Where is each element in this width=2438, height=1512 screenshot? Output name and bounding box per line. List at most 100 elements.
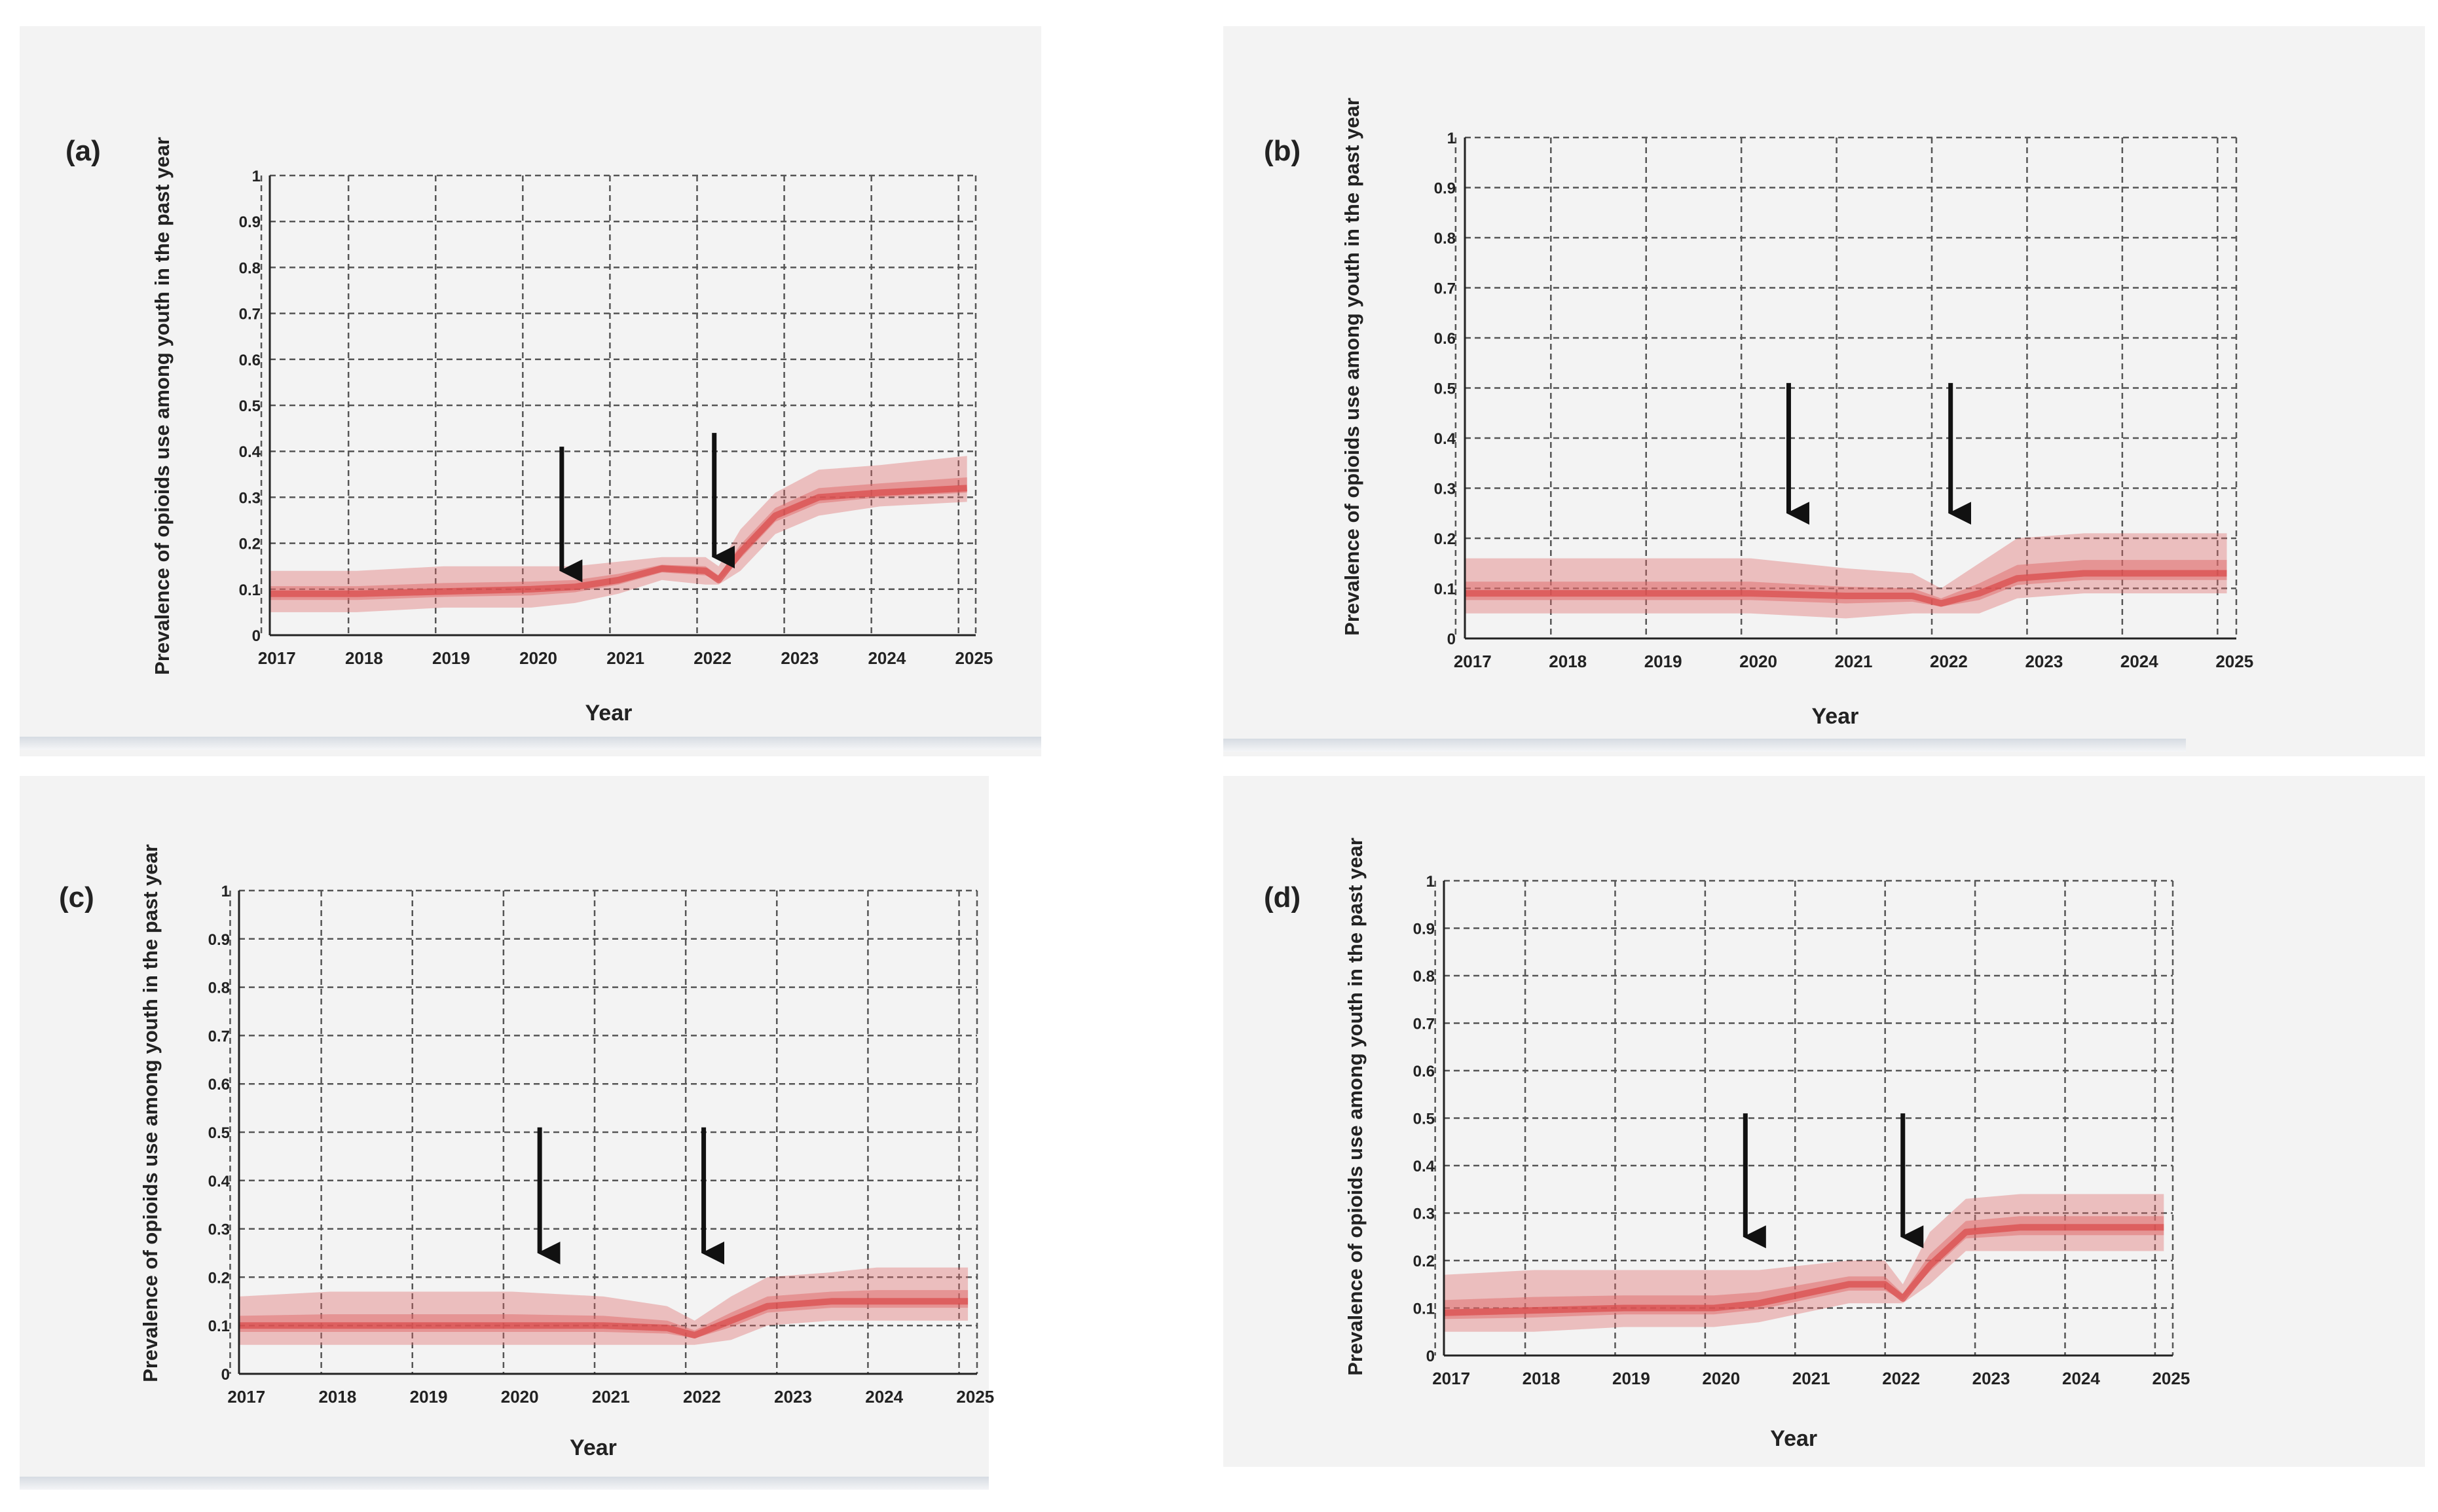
x-tick-label: 2020 bbox=[1702, 1369, 1740, 1388]
panel-label: (d) bbox=[1264, 881, 1301, 913]
y-tick-label: 0.6 bbox=[208, 1076, 230, 1094]
x-axis-title: Year bbox=[585, 701, 633, 726]
panel-background bbox=[1223, 26, 2425, 756]
panel-shelf bbox=[1223, 739, 2186, 752]
y-tick-label: 1 bbox=[221, 883, 230, 900]
y-tick-label: 0.3 bbox=[208, 1221, 230, 1239]
y-tick-label: 0 bbox=[221, 1366, 230, 1384]
x-tick-label: 2025 bbox=[2215, 652, 2253, 671]
x-tick-label: 2022 bbox=[1882, 1369, 1920, 1388]
x-tick-label: 2023 bbox=[781, 648, 819, 668]
y-tick-label: 0.5 bbox=[208, 1124, 230, 1142]
y-tick-label: 0.5 bbox=[239, 397, 261, 415]
x-tick-label: 2021 bbox=[592, 1387, 630, 1407]
y-tick-label: 0 bbox=[1426, 1348, 1435, 1365]
y-tick-label: 0.7 bbox=[208, 1027, 230, 1045]
panel-background bbox=[1223, 776, 2425, 1467]
mean-line bbox=[270, 485, 967, 597]
y-tick-label: 0.8 bbox=[1434, 230, 1456, 248]
y-tick-label: 0.5 bbox=[1434, 380, 1456, 398]
y-tick-label: 0.4 bbox=[1434, 430, 1456, 448]
x-tick-label: 2025 bbox=[956, 1387, 994, 1407]
y-tick-label: 0.2 bbox=[1413, 1253, 1435, 1270]
x-tick-label: 2017 bbox=[227, 1387, 265, 1407]
y-tick-label: 0.1 bbox=[239, 581, 261, 599]
y-tick-label: 0.5 bbox=[1413, 1111, 1435, 1128]
x-tick-label: 2020 bbox=[1739, 652, 1777, 671]
x-tick-label: 2019 bbox=[1612, 1369, 1650, 1388]
y-tick-label: 0.6 bbox=[1434, 330, 1456, 348]
x-tick-label: 2017 bbox=[258, 648, 296, 668]
y-tick-label: 0 bbox=[252, 627, 261, 645]
y-axis-title: Prevalence of opioids use among youth in… bbox=[151, 137, 174, 675]
x-tick-label: 2021 bbox=[1792, 1369, 1830, 1388]
mean-line bbox=[1465, 570, 2227, 607]
panel-label: (a) bbox=[65, 135, 101, 167]
x-tick-label: 2024 bbox=[865, 1387, 903, 1407]
x-tick-label: 2017 bbox=[1454, 652, 1492, 671]
x-tick-label: 2024 bbox=[868, 648, 906, 668]
x-tick-label: 2025 bbox=[955, 648, 993, 668]
x-tick-label: 2025 bbox=[2152, 1369, 2190, 1388]
x-tick-label: 2018 bbox=[318, 1387, 356, 1407]
y-tick-label: 0.2 bbox=[1434, 530, 1456, 548]
y-tick-label: 1 bbox=[252, 168, 261, 185]
mean-line bbox=[239, 1298, 969, 1338]
y-tick-label: 0.3 bbox=[239, 489, 261, 507]
x-tick-label: 2019 bbox=[1644, 652, 1682, 671]
x-axis-title: Year bbox=[1812, 704, 1859, 729]
y-tick-label: 0.6 bbox=[239, 352, 261, 369]
x-tick-label: 2023 bbox=[2025, 652, 2063, 671]
y-axis-title: Prevalence of opioids use among youth in… bbox=[1340, 98, 1363, 636]
x-axis-title: Year bbox=[1770, 1426, 1817, 1451]
panel-label: (b) bbox=[1264, 135, 1301, 167]
chart-panel-c: 0 0.1 0.2 0.3 0.4 0.5 0.6 0.7 0.8 0.9 1 2017 2018 201… bbox=[20, 776, 994, 1490]
y-tick-label: 0.6 bbox=[1413, 1063, 1435, 1080]
y-tick-label: 0.1 bbox=[1413, 1300, 1435, 1318]
x-tick-label: 2019 bbox=[410, 1387, 448, 1407]
y-tick-label: 0.4 bbox=[208, 1173, 231, 1190]
x-tick-label: 2017 bbox=[1432, 1369, 1470, 1388]
uncertainty-band bbox=[270, 456, 967, 612]
y-tick-label: 1 bbox=[1426, 873, 1435, 891]
y-tick-label: 0 bbox=[1447, 631, 1456, 648]
y-tick-label: 0.1 bbox=[1434, 581, 1456, 599]
x-tick-label: 2022 bbox=[693, 648, 731, 668]
x-tick-label: 2019 bbox=[432, 648, 470, 668]
y-tick-label: 0.9 bbox=[1413, 921, 1435, 938]
chart-panel-d: 0 0.1 0.2 0.3 0.4 0.5 0.6 0.7 0.8 0.9 1 2017 2018 201… bbox=[1223, 776, 2425, 1467]
y-tick-label: 0.2 bbox=[208, 1269, 230, 1287]
y-tick-label: 1 bbox=[1447, 130, 1456, 147]
x-axis-title: Year bbox=[570, 1435, 617, 1460]
x-tick-label: 2021 bbox=[1835, 652, 1873, 671]
y-tick-label: 0.4 bbox=[239, 443, 261, 461]
y-tick-label: 0.9 bbox=[239, 213, 261, 231]
mean-line bbox=[1443, 1224, 2164, 1316]
x-tick-label: 2021 bbox=[606, 648, 644, 668]
x-tick-label: 2023 bbox=[774, 1387, 812, 1407]
x-tick-label: 2023 bbox=[1972, 1369, 2010, 1388]
chart-panel-b: 0 0.1 0.2 0.3 0.4 0.5 0.6 0.7 0.8 0.9 1 2017 2018 201… bbox=[1223, 26, 2425, 756]
y-axis-title: Prevalence of opioids use among youth in… bbox=[1344, 838, 1367, 1376]
y-tick-label: 0.4 bbox=[1413, 1158, 1435, 1175]
x-tick-label: 2024 bbox=[2120, 652, 2158, 671]
x-tick-label: 2022 bbox=[1930, 652, 1968, 671]
chart-panel-a: 0 0.1 0.2 0.3 0.4 0.5 0.6 0.7 0.8 0.9 1 2017 2018 201… bbox=[20, 26, 1041, 756]
y-tick-label: 0.7 bbox=[239, 306, 261, 323]
x-tick-label: 2018 bbox=[1523, 1369, 1561, 1388]
x-tick-label: 2020 bbox=[501, 1387, 539, 1407]
y-tick-label: 0.1 bbox=[208, 1318, 230, 1335]
y-tick-label: 0.3 bbox=[1413, 1206, 1435, 1223]
panel-label: (c) bbox=[59, 881, 94, 913]
y-axis-title: Prevalence of opioids use among youth in… bbox=[139, 844, 162, 1382]
x-tick-label: 2022 bbox=[683, 1387, 721, 1407]
y-tick-label: 0.2 bbox=[239, 536, 261, 553]
y-tick-label: 0.3 bbox=[1434, 481, 1456, 498]
y-tick-label: 0.8 bbox=[1413, 968, 1435, 986]
y-tick-label: 0.9 bbox=[1434, 180, 1456, 198]
y-tick-label: 0.8 bbox=[239, 259, 261, 277]
x-tick-label: 2018 bbox=[345, 648, 383, 668]
panel-shelf bbox=[20, 1477, 989, 1490]
x-tick-label: 2020 bbox=[519, 648, 557, 668]
